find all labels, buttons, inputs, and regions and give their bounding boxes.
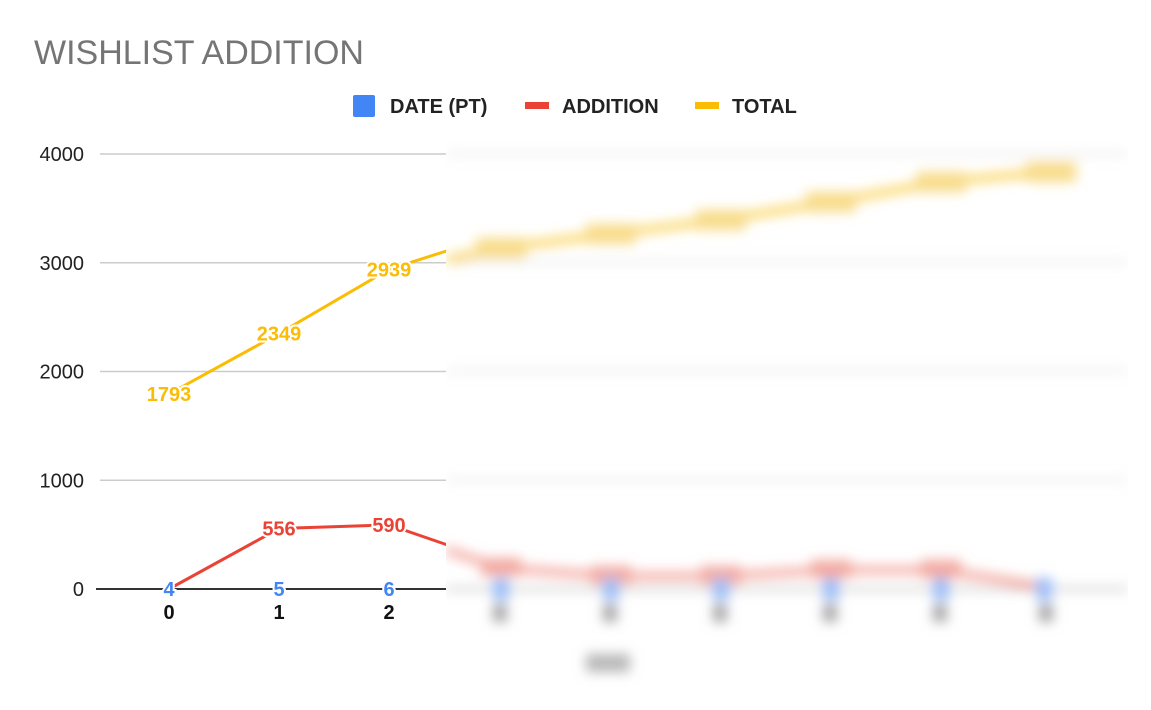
data-label: 556 xyxy=(262,519,295,541)
series-line xyxy=(168,248,450,396)
blurred-region xyxy=(444,142,1128,690)
data-label: 590 xyxy=(372,515,405,537)
data-label: 6 xyxy=(383,579,394,601)
y-tick-label: 0 xyxy=(73,579,84,601)
y-tick-label: 3000 xyxy=(40,253,85,275)
y-tick-label: 4000 xyxy=(40,144,85,166)
legend-swatch xyxy=(353,95,375,117)
y-axis: 0 1000 2000 3000 4000 xyxy=(40,144,85,601)
data-labels: 4 5 6 556 590 1793 2349 2939 xyxy=(145,257,414,603)
legend: DATE (PT) ADDITION TOTAL xyxy=(353,95,797,118)
data-label: 1793 xyxy=(147,384,192,406)
series-line xyxy=(168,523,450,591)
y-tick-label: 2000 xyxy=(40,362,85,384)
series-lines xyxy=(168,248,450,591)
y-tick-label: 1000 xyxy=(40,470,85,492)
legend-label: ADDITION xyxy=(562,96,659,118)
data-label: 4 xyxy=(163,579,175,601)
x-tick-label: 1 xyxy=(273,602,284,624)
legend-label: DATE (PT) xyxy=(390,96,487,118)
data-label: 2939 xyxy=(367,259,412,281)
legend-swatch xyxy=(695,102,719,109)
legend-label: TOTAL xyxy=(732,96,797,118)
x-axis: 0 1 2 xyxy=(163,602,394,624)
chart-title: WISHLIST ADDITION xyxy=(34,34,364,72)
data-label: 2349 xyxy=(257,324,302,346)
x-tick-label: 0 xyxy=(163,602,174,624)
legend-swatch xyxy=(525,102,549,109)
x-tick-label: 2 xyxy=(383,602,394,624)
data-label: 5 xyxy=(273,579,284,601)
